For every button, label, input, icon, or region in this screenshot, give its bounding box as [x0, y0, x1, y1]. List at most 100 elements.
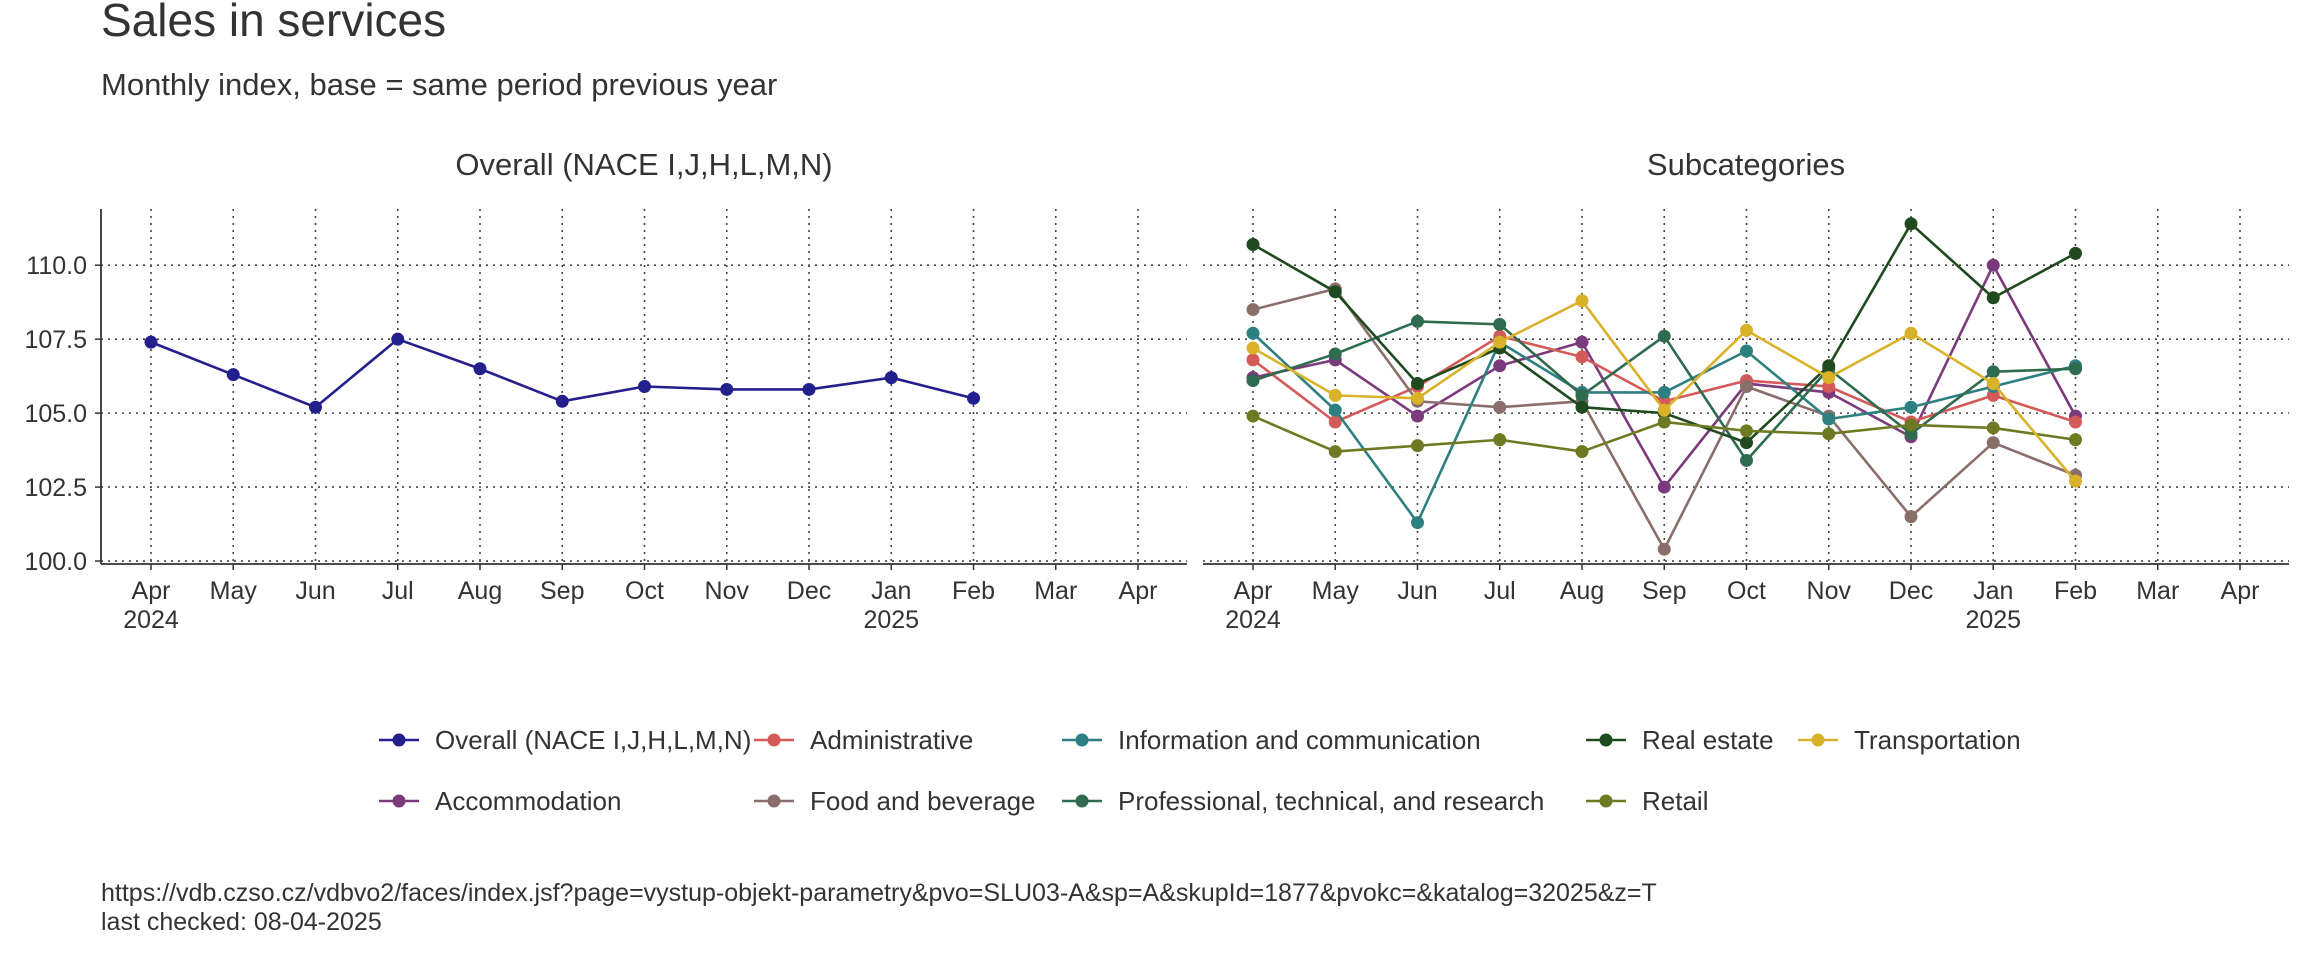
data-point	[1986, 436, 2000, 450]
checked-date: last checked: 08-04-2025	[101, 908, 382, 936]
data-point	[1575, 388, 1589, 402]
legend-marker	[1075, 794, 1089, 808]
legend-item: Transportation	[1798, 725, 2021, 755]
data-point	[1822, 427, 1836, 441]
y-tick-label: 105.0	[24, 400, 87, 428]
legend-item: Retail	[1586, 786, 1708, 816]
data-point	[473, 362, 487, 376]
data-point	[1493, 359, 1507, 373]
data-point	[391, 332, 405, 346]
data-point	[1740, 323, 1753, 337]
y-tick-label: 110.0	[26, 252, 87, 280]
data-point	[1822, 371, 1836, 385]
legend-item: Accommodation	[379, 786, 621, 816]
data-point	[2069, 246, 2082, 260]
data-point	[555, 394, 569, 408]
x-tick-label: May	[210, 577, 258, 605]
legend-marker	[767, 733, 781, 747]
legend-item: Information and communication	[1062, 725, 1481, 755]
data-point	[1904, 400, 1918, 414]
legend-item: Professional, technical, and research	[1062, 786, 1544, 816]
y-tick-label: 100.0	[24, 548, 87, 576]
legend-label: Transportation	[1854, 725, 2021, 755]
data-point	[1904, 326, 1918, 340]
data-point	[1575, 294, 1589, 308]
data-point	[1657, 542, 1671, 556]
data-point	[1657, 415, 1671, 429]
data-point	[1740, 453, 1753, 467]
data-point	[884, 371, 898, 385]
data-point	[1411, 314, 1424, 328]
data-point	[1246, 326, 1260, 340]
data-point	[1493, 317, 1507, 331]
series-line	[1252, 262, 2077, 490]
x-tick-label: Jun	[295, 577, 335, 605]
x-tick-label: May	[1312, 577, 1360, 605]
legend-item: Food and beverage	[754, 786, 1036, 816]
legend-marker	[1599, 733, 1613, 747]
data-point	[802, 382, 816, 396]
data-point	[226, 368, 240, 382]
data-point	[1822, 412, 1836, 426]
data-point	[1822, 359, 1836, 373]
data-point	[1328, 403, 1342, 417]
x-tick-label: Nov	[1807, 577, 1852, 605]
data-point	[1575, 445, 1589, 459]
panel-title: Subcategories	[1647, 147, 1845, 182]
x-year-label: 2025	[1965, 606, 2021, 634]
data-point	[1657, 385, 1671, 399]
x-tick-label: Oct	[1727, 577, 1766, 605]
x-tick-label: Sep	[540, 577, 584, 605]
legend-marker	[392, 794, 406, 808]
x-year-label: 2024	[123, 606, 179, 634]
x-tick-label: Mar	[1034, 577, 1077, 605]
x-tick-label: Feb	[2054, 577, 2097, 605]
legend-marker	[392, 733, 406, 747]
legend-label: Real estate	[1642, 725, 1774, 755]
title: Sales in services	[101, 0, 446, 46]
x-tick-label: Feb	[952, 577, 995, 605]
legend-item: Administrative	[754, 725, 973, 755]
data-point	[1246, 409, 1260, 423]
data-point	[1986, 421, 2000, 435]
data-point	[1328, 285, 1342, 299]
data-point	[1411, 377, 1424, 391]
x-tick-label: Jul	[1484, 577, 1516, 605]
data-point	[1246, 341, 1260, 355]
data-point	[1986, 377, 2000, 391]
data-point	[309, 400, 322, 414]
data-point	[1740, 344, 1753, 358]
data-point	[1246, 303, 1260, 317]
legend-label: Overall (NACE I,J,H,L,M,N)	[435, 725, 751, 755]
legend-marker	[1075, 733, 1089, 747]
data-point	[1904, 217, 1918, 231]
data-point	[1986, 258, 2000, 272]
data-point	[1904, 418, 1918, 432]
x-tick-label: Aug	[1560, 577, 1604, 605]
legend-label: Retail	[1642, 786, 1708, 816]
data-point	[1657, 329, 1671, 343]
data-point	[1328, 347, 1342, 361]
data-point	[2069, 362, 2082, 376]
x-tick-label: Dec	[787, 577, 831, 605]
x-tick-label: Mar	[2136, 577, 2179, 605]
legend-item: Overall (NACE I,J,H,L,M,N)	[379, 725, 751, 755]
legend-label: Accommodation	[435, 786, 621, 816]
x-tick-label: Dec	[1889, 577, 1933, 605]
y-tick-label: 102.5	[24, 474, 87, 502]
data-point	[638, 380, 651, 393]
x-tick-label: Aug	[458, 577, 502, 605]
x-year-label: 2024	[1225, 606, 1281, 634]
data-point	[1411, 391, 1424, 405]
source: https://vdb.czso.cz/vdbvo2/faces/index.j…	[101, 879, 1657, 907]
panel-title: Overall (NACE I,J,H,L,M,N)	[455, 147, 832, 182]
data-point	[1493, 335, 1507, 349]
legend-marker	[767, 794, 781, 808]
data-point	[1328, 388, 1342, 402]
data-point	[2069, 415, 2082, 429]
x-tick-label: Jun	[1397, 577, 1437, 605]
data-point	[720, 382, 734, 396]
data-point	[144, 335, 158, 349]
data-point	[1328, 415, 1342, 429]
